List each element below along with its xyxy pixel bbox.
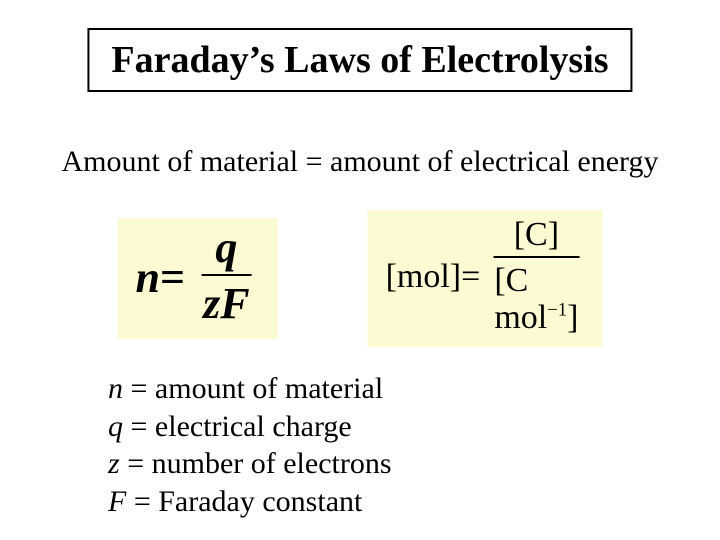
def-F-text: = Faraday constant bbox=[126, 485, 362, 518]
title-box: Faraday’s Laws of Electrolysis bbox=[87, 28, 632, 92]
equation-main-box: n = q zF bbox=[118, 218, 278, 338]
definition-F: F = Faraday constant bbox=[108, 483, 392, 521]
units-equals: = bbox=[461, 258, 480, 296]
units-lhs: [mol] bbox=[386, 258, 462, 296]
var-q: q bbox=[108, 410, 123, 443]
page-title: Faraday’s Laws of Electrolysis bbox=[111, 39, 608, 81]
equation-fraction: q zF bbox=[193, 226, 259, 328]
subtitle-text: Amount of material = amount of electrica… bbox=[62, 145, 659, 179]
def-q-text: = electrical charge bbox=[123, 410, 352, 443]
equation-numerator: q bbox=[201, 226, 251, 276]
equation-denominator: zF bbox=[193, 276, 259, 328]
units-denom-open: [C mol bbox=[494, 262, 547, 336]
def-z-text: = number of electrons bbox=[120, 447, 392, 480]
units-fraction: [C] [C mol−1] bbox=[488, 218, 584, 337]
var-F: F bbox=[108, 485, 126, 518]
var-z: z bbox=[108, 447, 120, 480]
equation-lhs-var: n bbox=[136, 252, 160, 303]
equals-sign: = bbox=[160, 252, 185, 303]
var-n: n bbox=[108, 372, 123, 405]
definition-z: z = number of electrons bbox=[108, 445, 392, 483]
units-denom-exponent: −1 bbox=[547, 300, 567, 321]
units-denom-close: ] bbox=[567, 299, 578, 336]
units-numerator: [C] bbox=[494, 218, 579, 258]
def-n-text: = amount of material bbox=[123, 372, 383, 405]
definition-n: n = amount of material bbox=[108, 370, 392, 408]
units-denominator: [C mol−1] bbox=[488, 258, 584, 337]
equation-row: n = q zF [mol] = [C] [C mol−1] bbox=[118, 210, 603, 347]
definition-q: q = electrical charge bbox=[108, 408, 392, 446]
equation-units-box: [mol] = [C] [C mol−1] bbox=[368, 210, 603, 347]
definitions-list: n = amount of material q = electrical ch… bbox=[108, 370, 392, 520]
